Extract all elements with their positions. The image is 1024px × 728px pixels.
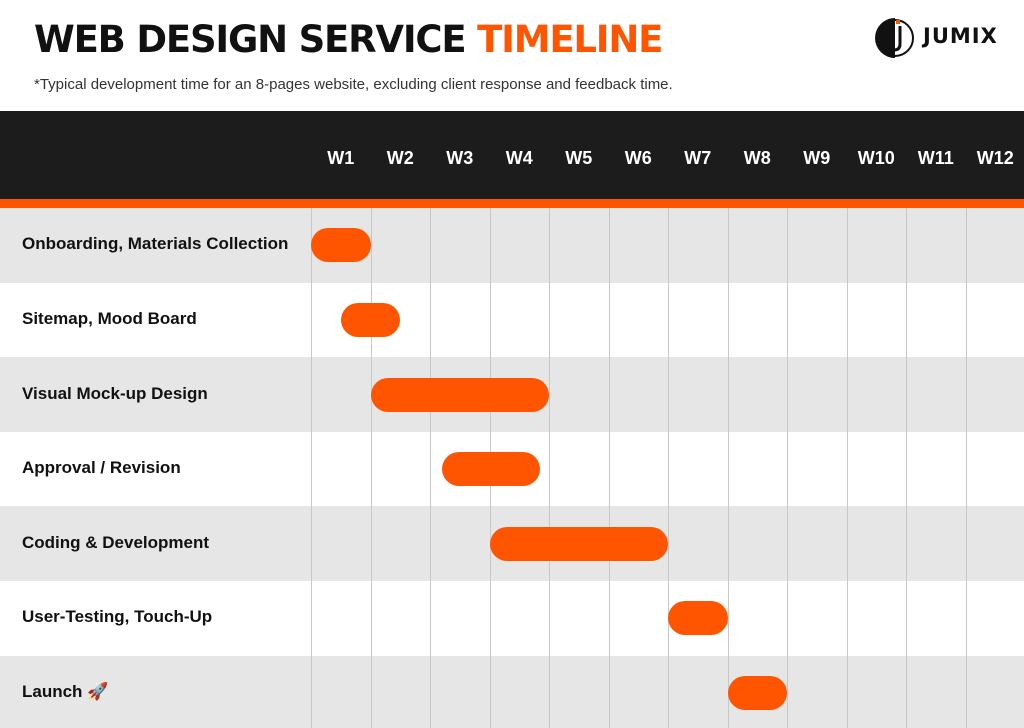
task-label: User-Testing, Touch-Up (22, 607, 213, 627)
task-label: Visual Mock-up Design (22, 383, 208, 403)
task-label: Approval / Revision (22, 458, 181, 478)
grid-line (846, 208, 848, 728)
week-label: W8 (743, 148, 771, 168)
week-label: W6 (624, 148, 652, 168)
task-row (0, 282, 1024, 358)
task-bar (727, 675, 787, 710)
title-accent: TIMELINE (477, 18, 663, 61)
week-label: W1 (327, 148, 355, 168)
task-bar (340, 302, 401, 337)
week-label: W10 (857, 148, 895, 168)
week-label: W12 (976, 148, 1014, 168)
brand-name: JUMIX (923, 24, 998, 48)
grid-line (608, 208, 610, 728)
task-bar (311, 228, 371, 263)
week-label: W9 (803, 148, 831, 168)
week-label: W2 (386, 148, 414, 168)
week-label: W5 (565, 148, 593, 168)
task-row (0, 655, 1024, 728)
week-label: W11 (917, 148, 954, 168)
grid-line (668, 208, 669, 728)
brand-mark-icon (875, 18, 914, 58)
task-bar (370, 377, 549, 412)
page-title: WEB DESIGN SERVICE TIMELINE (34, 18, 663, 62)
week-label: W7 (684, 148, 712, 168)
task-row (0, 208, 1024, 284)
header-accent-stripe (0, 199, 1024, 208)
grid-line (311, 208, 312, 728)
week-label: W4 (505, 148, 533, 168)
grid-line (430, 208, 431, 728)
page-subtitle: *Typical development time for an 8-pages… (34, 76, 673, 93)
task-label: Launch 🚀 (22, 681, 109, 701)
week-label: W3 (446, 148, 474, 168)
grid-line (549, 208, 550, 728)
brand-logo: JUMIX (873, 16, 1013, 60)
grid-line (727, 208, 729, 728)
task-bar (441, 452, 541, 487)
week-header-band (0, 111, 1024, 199)
task-row (0, 581, 1024, 657)
grid-line (906, 208, 907, 728)
grid-line (370, 208, 372, 728)
grid-line (965, 208, 967, 728)
title-main: WEB DESIGN SERVICE (34, 18, 478, 61)
task-label: Coding & Development (22, 532, 210, 552)
task-bar (668, 601, 728, 636)
task-label: Sitemap, Mood Board (22, 308, 197, 328)
grid-line (787, 208, 788, 728)
task-bar (489, 526, 668, 561)
task-label: Onboarding, Materials Collection (22, 234, 289, 254)
